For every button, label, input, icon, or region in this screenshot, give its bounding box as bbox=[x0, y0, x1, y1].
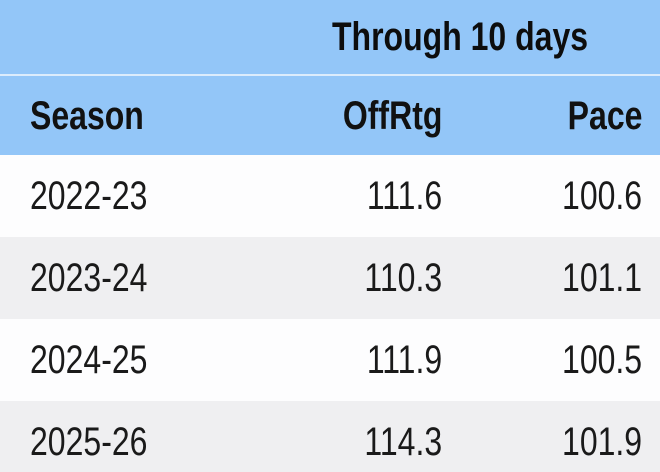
table-header: Through 10 days Season OffRtg Pace bbox=[0, 0, 660, 155]
offrtg-value: 110.3 bbox=[364, 256, 442, 300]
season-value: 2025-26 bbox=[30, 420, 148, 464]
cell-offrtg: 110.3 bbox=[260, 258, 460, 298]
offrtg-value: 111.9 bbox=[366, 338, 442, 382]
group-header-row: Through 10 days bbox=[0, 0, 660, 76]
column-header-offrtg: OffRtg bbox=[260, 96, 460, 136]
table-row: 2024-25 111.9 100.5 bbox=[0, 319, 660, 401]
table-row: 2025-26 114.3 101.9 bbox=[0, 401, 660, 472]
season-value: 2023-24 bbox=[30, 256, 148, 300]
cell-pace: 101.9 bbox=[460, 422, 660, 462]
cell-season: 2024-25 bbox=[0, 340, 260, 380]
column-header-season: Season bbox=[0, 96, 260, 136]
pace-value: 101.1 bbox=[561, 256, 642, 300]
cell-pace: 100.5 bbox=[460, 340, 660, 380]
pace-value: 101.9 bbox=[561, 420, 642, 464]
group-header-title: Through 10 days bbox=[260, 17, 660, 57]
column-header-offrtg-label: OffRtg bbox=[342, 93, 442, 138]
pace-value: 100.6 bbox=[561, 174, 642, 218]
cell-pace: 100.6 bbox=[460, 176, 660, 216]
season-value: 2022-23 bbox=[30, 174, 148, 218]
cell-offrtg: 111.6 bbox=[260, 176, 460, 216]
cell-season: 2025-26 bbox=[0, 422, 260, 462]
offrtg-value: 114.3 bbox=[364, 420, 442, 464]
column-header-pace: Pace bbox=[460, 96, 660, 136]
table-row: 2023-24 110.3 101.1 bbox=[0, 237, 660, 319]
season-value: 2024-25 bbox=[30, 338, 148, 382]
offrtg-value: 111.6 bbox=[366, 174, 442, 218]
column-header-pace-label: Pace bbox=[567, 93, 642, 138]
pace-value: 100.5 bbox=[561, 338, 642, 382]
cell-season: 2022-23 bbox=[0, 176, 260, 216]
cell-offrtg: 111.9 bbox=[260, 340, 460, 380]
column-header-season-label: Season bbox=[30, 93, 144, 138]
cell-pace: 101.1 bbox=[460, 258, 660, 298]
column-header-row: Season OffRtg Pace bbox=[0, 76, 660, 155]
cell-offrtg: 114.3 bbox=[260, 422, 460, 462]
cell-season: 2023-24 bbox=[0, 258, 260, 298]
table-body: 2022-23 111.6 100.6 2023-24 110.3 101.1 … bbox=[0, 155, 660, 472]
group-header-title-text: Through 10 days bbox=[331, 15, 589, 59]
table-row: 2022-23 111.6 100.6 bbox=[0, 155, 660, 237]
